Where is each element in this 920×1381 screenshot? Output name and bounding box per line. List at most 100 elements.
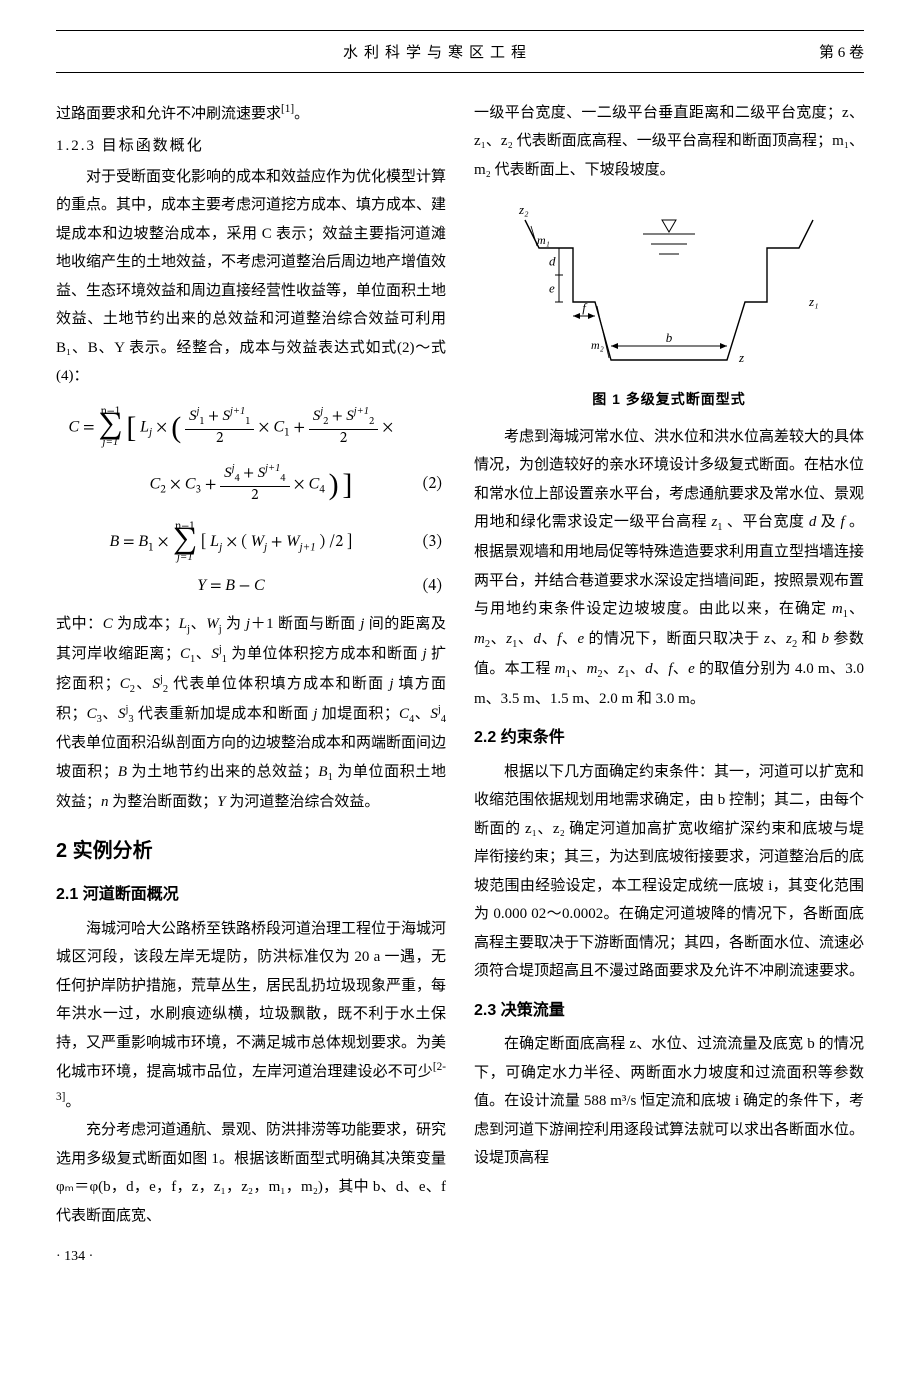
eq2-number: (2) [406,469,446,499]
eq3-Wj1: W [286,533,299,550]
bracket-close-icon: ] [342,468,352,501]
eq2-den3: 2 [220,487,289,505]
l-p3: 海城河哈大公路桥至铁路桥段河道治理工程位于海城河城区河段，该段左岸无堤防，防洪标… [56,915,446,1117]
eq3-Wj: W [251,533,264,550]
eq2-eqsign: = [83,419,98,435]
eq2-C4-sub: 4 [319,483,325,495]
l-p2f: 为单位体积挖方成本和断面 [231,646,422,662]
eq3-B1-sub: 1 [148,541,154,553]
equation-4: Y = B − C (4) [56,571,446,601]
eq4-minus: − [239,578,254,594]
l-p2o: 为整治断面数； [112,794,217,810]
paren-open-icon: ( [171,411,181,444]
eq3-lbrack: [ [201,534,207,550]
eq2-S4a-sub: 4 [235,474,240,484]
eq2-times-tail: × [382,419,394,435]
figure-1-caption: 图 1 多级复式断面型式 [474,386,864,413]
l-p2: 式中：C 为成本；Lj、Wj 为 j＋1 断面与断面 j 间的距离及其河岸收缩距… [56,610,446,817]
eq2-C3-sub: 3 [196,483,202,495]
eq3-eq: = [123,534,138,550]
page-number: · 134 · [56,1244,446,1271]
eq2-times2: × [258,419,273,435]
l-p2d: 断面与断面 [278,616,360,632]
l-p2h: 代表单位体积填方成本和断面 [173,676,389,692]
l-p3-text: 海城河哈大公路桥至铁路桥段河道治理工程位于海城河城区河段，该段左岸无堤防，防洪标… [56,921,446,1081]
eq2-C1: C [273,418,284,435]
header-center: 水利科学与寒区工程 [343,39,532,68]
l-p0-text: 过路面要求和允许不冲刷流速要求 [56,106,281,122]
eq2-S1b-sub: 1 [245,417,250,427]
eq2-S2a-sub: 2 [323,417,328,427]
eq2-plus3: + [332,409,346,424]
eq3-L: L [210,533,219,550]
l-p2m: 为土地节约出来的总效益； [131,764,318,780]
eq2-C3: C [185,475,196,492]
eq2-C4: C [309,475,320,492]
l-p2a: 式中： [56,616,103,632]
l-p2p: 为河道整治综合效益。 [229,794,379,810]
header-right: 第 6 卷 [819,39,864,68]
eq2-line1: C = n−1 ∑ j=1 [ Lj × ( Sj1 + [56,399,406,456]
ref-1: [1] [281,103,294,115]
eq2-S1a-sub: 1 [199,417,204,427]
r-p1b: 、平台宽度 [727,514,809,530]
eq2-frac2: Sj2 + Sj+12 2 [309,406,378,448]
eq3-number: (3) [406,527,446,557]
figure-1-diagram: z₂z₁zm₁m₂defb [499,190,839,380]
eq2-plus5: + [243,466,257,481]
eq3-rbrack: ] [347,534,353,550]
eq2-S1b-sup: j+1 [230,406,245,417]
bracket-open-icon: [ [126,411,136,444]
left-column: 过路面要求和允许不冲刷流速要求[1]。 1.2.3 目标函数概化 对于受断面变化… [56,99,446,1271]
svg-text:m₂: m₂ [591,338,604,352]
eq4-number: (4) [406,571,446,601]
eq4-Y: Y [197,577,206,594]
eq2-times1: × [156,419,171,435]
eq2-C1-sub: 1 [284,426,290,438]
eq3-times1: × [157,534,172,550]
eq2-S4b-sub: 4 [280,474,285,484]
two-column-layout: 过路面要求和允许不冲刷流速要求[1]。 1.2.3 目标函数概化 对于受断面变化… [56,99,864,1271]
eq2-den1: 2 [185,430,254,448]
eq2-S2b: S [346,408,354,424]
svg-text:e: e [549,281,555,296]
header-rule-top [56,30,864,31]
eq3-Lj-sub: j [219,541,222,553]
eq2-S1b: S [222,408,230,424]
eq2-frac1: Sj1 + Sj+11 2 [185,406,254,448]
eq2-S4b-sup: j+1 [265,463,280,474]
equation-3: B = B1 × n−1 ∑ j=1 [ Lj × ( Wj + Wj+1 [56,521,446,564]
r-p2: 根据以下几方面确定约束条件：其一，河道可以扩宽和收缩范围依据规划用地需求确定，由… [474,758,864,986]
eq3-plus: + [271,534,286,550]
l-p2k: 加堤面积； [322,706,399,722]
eq2-times3: × [170,476,185,492]
eq2-times4: × [293,476,308,492]
eq2-C2: C [150,475,161,492]
eq2-C2-sub: 2 [160,483,166,495]
eq4-eq: = [210,578,225,594]
sigma-icon-2: ∑ [173,532,197,553]
r-p1e: 的情况下，断面只取决于 [588,631,764,647]
paren-close-icon: ) [329,468,339,501]
heading-2-2: 2.2 约束条件 [474,723,864,753]
eq3-B: B [109,533,119,550]
eq3-B1: B [138,533,148,550]
eq2-plus4: + [205,476,220,492]
l-p1: 对于受断面变化影响的成本和效益应作为优化模型计算的重点。其中，成本主要考虑河道挖… [56,163,446,391]
eq3-div2: /2 [329,534,343,550]
eq4-B: B [225,577,235,594]
heading-2-1: 2.1 河道断面概况 [56,880,446,910]
eq2-Lj-sub: j [149,426,152,438]
eq2-frac3: Sj4 + Sj+14 2 [220,463,289,505]
eq2-S2b-sub: 2 [369,417,374,427]
eq2-S4a: S [224,465,232,481]
svg-text:z: z [738,350,744,365]
l-p2c: 为 [226,616,246,632]
r-p1: 考虑到海城河常水位、洪水位和洪水位高差较大的具体情况，为创造较好的亲水环境设计多… [474,423,864,714]
eq2-C: C [69,418,80,435]
r-p0: 一级平台宽度、一二级平台垂直距离和二级平台宽度；z、z₁、z₂ 代表断面底高程、… [474,99,864,185]
eq2-den2: 2 [309,430,378,448]
l-p2j: 代表重新加堤成本和断面 [138,706,313,722]
eq3-close: ) [320,534,326,550]
eq4-C: C [254,577,265,594]
